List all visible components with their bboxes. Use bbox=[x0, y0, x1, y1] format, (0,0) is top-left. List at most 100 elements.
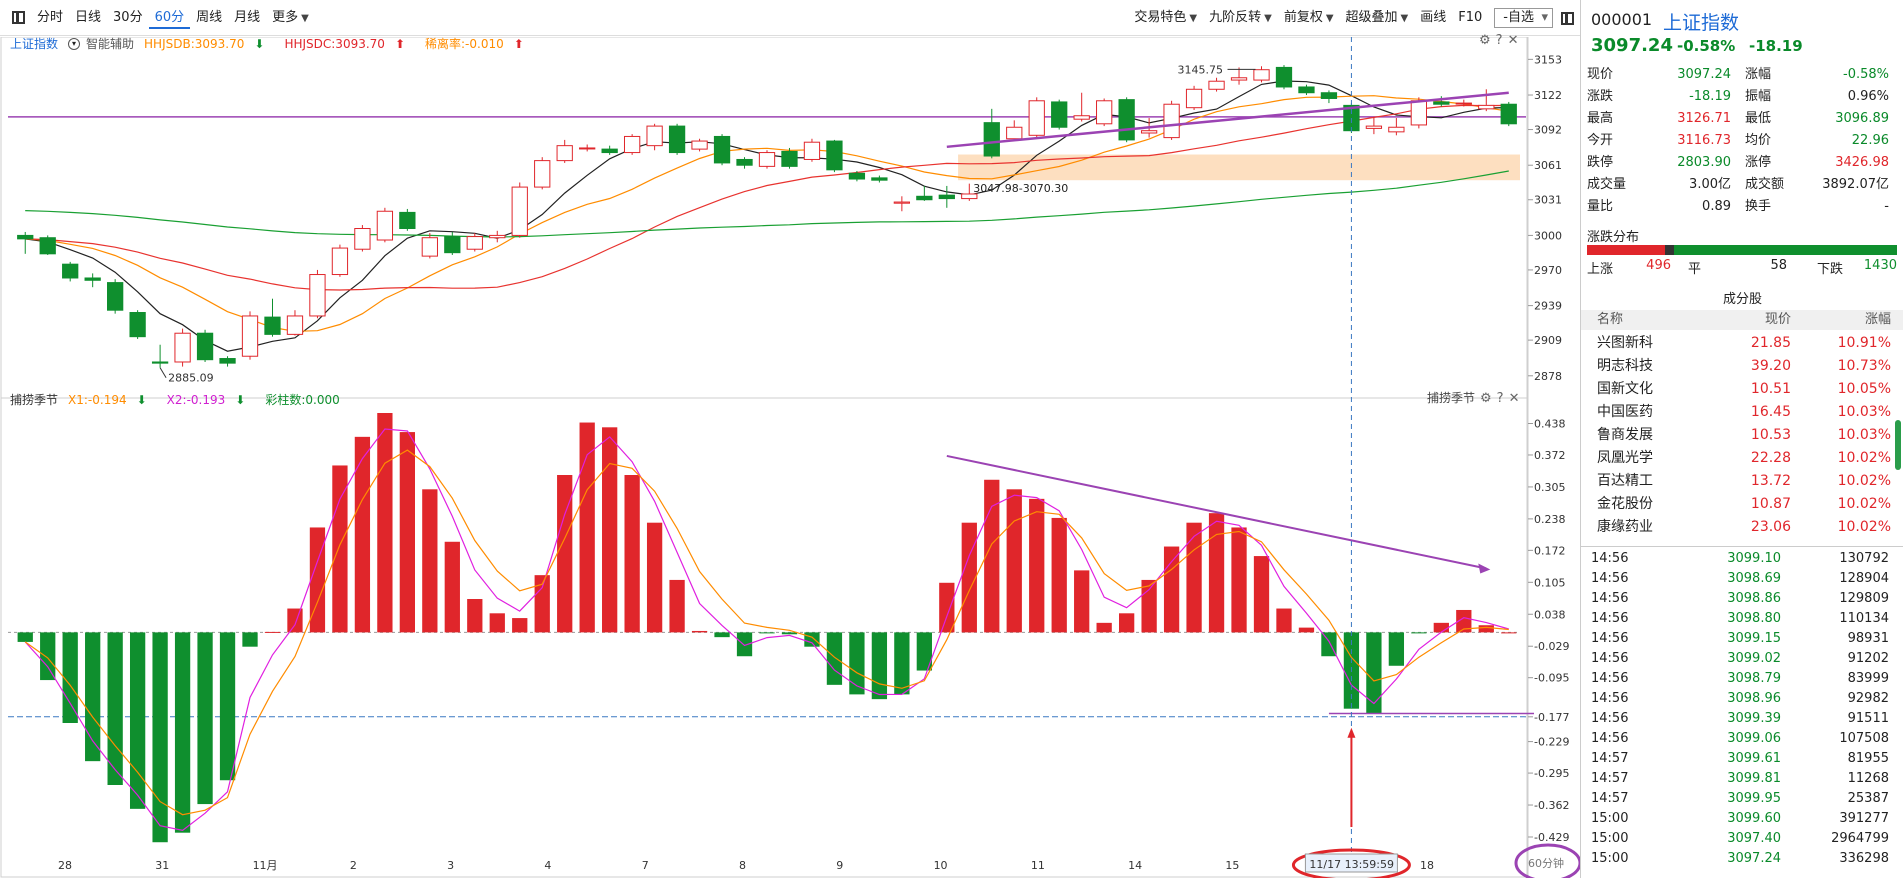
trade-time: 15:00 bbox=[1591, 831, 1629, 846]
stock-name[interactable]: 上证指数 bbox=[1663, 12, 1740, 34]
indicator-bar bbox=[759, 632, 775, 634]
col-price[interactable]: 现价 bbox=[1764, 312, 1791, 327]
indicator-bar bbox=[894, 632, 910, 695]
quote-cell: 3892.07亿 bbox=[1822, 177, 1889, 192]
stock-change: -18.19 bbox=[1749, 37, 1803, 55]
indicator-bar bbox=[467, 599, 483, 633]
help-icon[interactable]: ? bbox=[1496, 391, 1504, 406]
quote-cell: 3.00亿 bbox=[1689, 177, 1731, 192]
tab-more[interactable]: 更多 ▼ bbox=[266, 7, 315, 29]
candle-body bbox=[174, 332, 191, 363]
candle-body bbox=[62, 263, 79, 279]
candle-body bbox=[781, 150, 798, 167]
indicator-bar bbox=[512, 618, 528, 633]
layout-toggle-icon[interactable] bbox=[1561, 11, 1574, 25]
candle-body bbox=[444, 236, 461, 254]
help-icon[interactable]: ? bbox=[1495, 33, 1503, 48]
distribution-up-segment bbox=[1587, 245, 1665, 255]
tab-minute[interactable]: 分时 bbox=[37, 9, 64, 25]
quote-cell: 2803.90 bbox=[1677, 155, 1731, 170]
sub-chart-controls: 捕捞季节 ⚙? ✕ bbox=[1422, 389, 1519, 406]
close-icon[interactable]: ✕ bbox=[1508, 391, 1520, 406]
constituent-name: 鲁商发展 bbox=[1597, 427, 1653, 443]
indicator-bar bbox=[309, 527, 326, 633]
candle-body bbox=[1140, 130, 1158, 134]
x-tick-label: 10 bbox=[934, 859, 948, 872]
x-tick-label: 14 bbox=[1128, 859, 1142, 872]
candle-body bbox=[983, 122, 1000, 157]
constituent-row[interactable]: 百达精工 13.72 10.02% bbox=[1581, 470, 1903, 493]
candle-body bbox=[691, 140, 708, 150]
sub-y-tick-label: 0.172 bbox=[1534, 544, 1566, 557]
trade-vol: 2964799 bbox=[1831, 831, 1889, 846]
assist-toggle-icon[interactable]: ▾ bbox=[68, 37, 81, 50]
col-name[interactable]: 名称 bbox=[1597, 312, 1624, 327]
chevron-down-icon: ▼ bbox=[1325, 13, 1334, 24]
menu-overlay[interactable]: 超级叠加 ▼ bbox=[1340, 7, 1415, 29]
sub-y-tick-label: 0.305 bbox=[1534, 481, 1566, 494]
trade-row: 14:56 3098.86 129809 bbox=[1581, 589, 1903, 609]
settings-icon[interactable]: ⚙ bbox=[1479, 33, 1491, 48]
sub-y-tick-label: -0.229 bbox=[1534, 736, 1569, 749]
constituent-row[interactable]: 明志科技 39.20 10.73% bbox=[1581, 355, 1903, 378]
constituent-row[interactable]: 康缘药业 23.06 10.02% bbox=[1581, 516, 1903, 539]
trade-time: 14:56 bbox=[1591, 731, 1629, 746]
sub-indicator-name[interactable]: 捕捞季节 bbox=[10, 393, 59, 407]
constituent-row[interactable]: 中国医药 16.45 10.03% bbox=[1581, 401, 1903, 424]
tab-weekly[interactable]: 周线 bbox=[196, 9, 223, 25]
low-leader bbox=[159, 367, 167, 378]
candle-body bbox=[736, 158, 753, 166]
tab-daily[interactable]: 日线 bbox=[75, 9, 102, 25]
constituents-list: 兴图新科 21.85 10.91% 明志科技 39.20 10.73% 国新文化 10.51 1… bbox=[1581, 332, 1903, 539]
trade-price: 3099.81 bbox=[1727, 771, 1781, 786]
candle-body bbox=[39, 237, 56, 255]
tab-60min[interactable]: 60分 bbox=[148, 7, 191, 29]
constituents-title: 成分股 bbox=[1722, 292, 1762, 307]
indicator-bar bbox=[646, 522, 663, 633]
chart-canvas[interactable]: 3153312230923061303130002970293929092878… bbox=[0, 37, 1580, 878]
trade-time: 15:00 bbox=[1591, 811, 1629, 826]
constituent-row[interactable]: 兴图新科 21.85 10.91% bbox=[1581, 332, 1903, 355]
constituent-row[interactable]: 金花股份 10.87 10.02% bbox=[1581, 493, 1903, 516]
constituents-scrollbar[interactable] bbox=[1895, 420, 1901, 470]
period-badge[interactable]: 60分钟 bbox=[1528, 856, 1564, 870]
x-tick-label: 18 bbox=[1420, 859, 1434, 872]
assist-label[interactable]: 智能辅助 bbox=[86, 37, 135, 51]
quote-row: 最高 3126.71 最低 3096.89 bbox=[1581, 108, 1903, 130]
panel-toggle-icon[interactable] bbox=[12, 11, 25, 24]
tab-monthly[interactable]: 月线 bbox=[234, 9, 261, 25]
menu-nine-reversal[interactable]: 九阶反转 ▼ bbox=[1203, 7, 1278, 29]
indicator-bar bbox=[1388, 632, 1405, 666]
indicator-bar bbox=[197, 632, 213, 805]
trade-time: 14:56 bbox=[1591, 671, 1629, 686]
constituent-row[interactable]: 鲁商发展 10.53 10.03% bbox=[1581, 424, 1903, 447]
constituents-header: 名称 现价 涨幅 bbox=[1581, 310, 1903, 330]
indicator-bar bbox=[714, 632, 730, 638]
y-tick-label: 3000 bbox=[1534, 229, 1562, 242]
menu-adjust[interactable]: 前复权 ▼ bbox=[1278, 7, 1340, 29]
watchlist-select[interactable]: -自选 bbox=[1494, 8, 1553, 28]
indicator-bar bbox=[669, 579, 685, 633]
trade-vol: 91511 bbox=[1847, 711, 1889, 726]
trend-line bbox=[946, 91, 1509, 149]
index-name-label[interactable]: 上证指数 bbox=[10, 37, 59, 51]
constituent-row[interactable]: 国新文化 10.51 10.05% bbox=[1581, 378, 1903, 401]
settings-icon[interactable]: ⚙ bbox=[1480, 391, 1492, 406]
distribution-title: 涨跌分布 bbox=[1587, 230, 1640, 245]
trade-price: 3097.24 bbox=[1727, 851, 1781, 866]
indicator-bar bbox=[1501, 632, 1517, 634]
candle-body bbox=[331, 247, 349, 276]
quote-row: 现价 3097.24 涨幅 -0.58% bbox=[1581, 64, 1903, 86]
constituent-price: 21.85 bbox=[1750, 335, 1791, 351]
col-pct[interactable]: 涨幅 bbox=[1864, 312, 1891, 327]
x-tick-label: 2 bbox=[350, 859, 357, 872]
menu-trading-features[interactable]: 交易特色 ▼ bbox=[1128, 7, 1203, 29]
constituent-row[interactable]: 凤凰光学 22.28 10.02% bbox=[1581, 447, 1903, 470]
close-icon[interactable]: ✕ bbox=[1507, 33, 1519, 48]
tab-30min[interactable]: 30分 bbox=[113, 9, 143, 25]
menu-f10[interactable]: F10 bbox=[1458, 10, 1483, 25]
indicator-bar bbox=[1411, 632, 1427, 634]
candle-body bbox=[399, 211, 416, 230]
menu-draw[interactable]: 画线 bbox=[1420, 10, 1447, 25]
trade-time: 14:56 bbox=[1591, 691, 1629, 706]
